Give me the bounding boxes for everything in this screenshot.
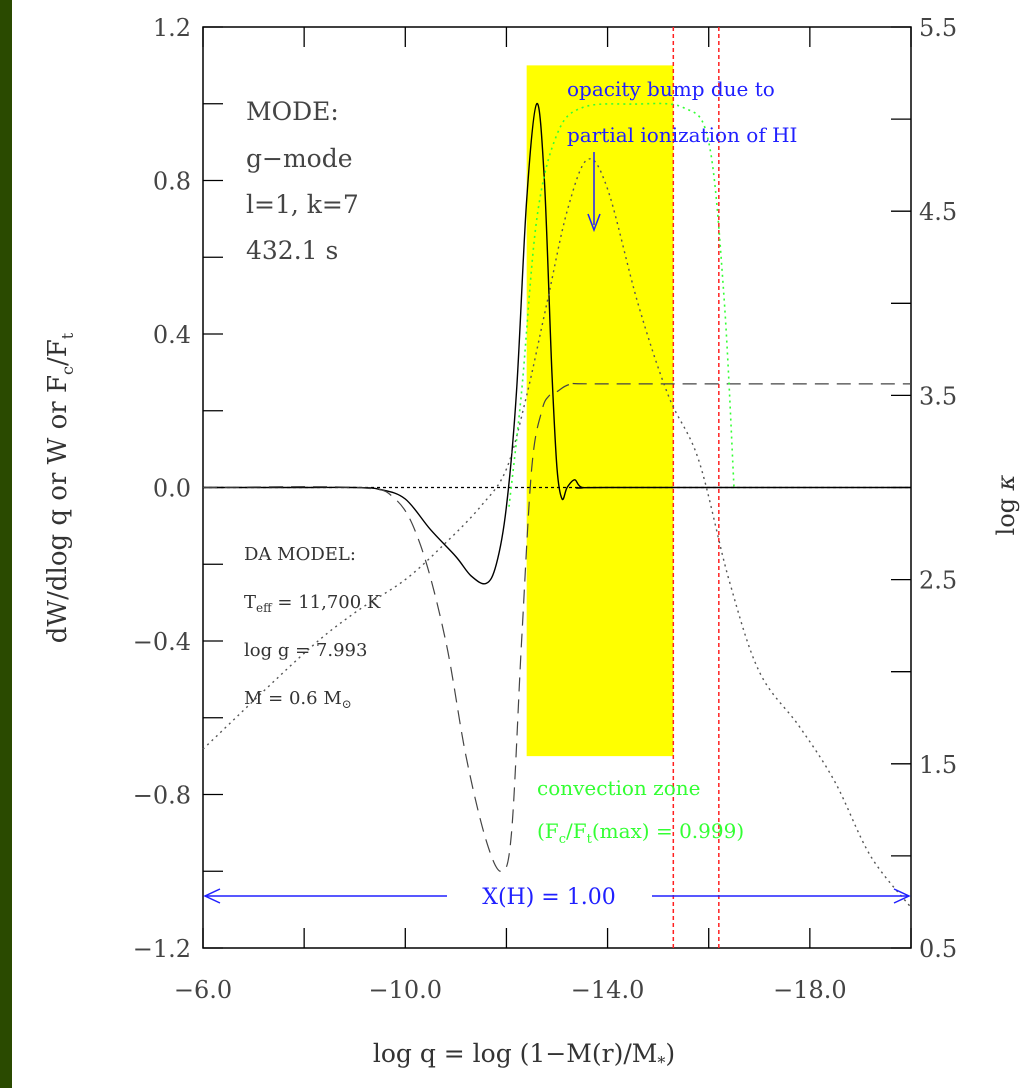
- y2-tick-label: 2.5: [919, 567, 957, 595]
- model-text: DA MODEL: Teff = 11,700 K log g = 7.993 …: [244, 544, 381, 711]
- series-solid-line: [202, 102, 911, 585]
- x-tick-label: −14.0: [571, 976, 645, 1004]
- model-teff: Teff = 11,700 K: [244, 592, 381, 615]
- series-group: [202, 102, 912, 908]
- mode-line-2: l=1, k=7: [246, 190, 359, 219]
- hydrogen-arrowhead-right: [893, 888, 911, 904]
- x-tick-label: −18.0: [773, 976, 847, 1004]
- opacity-line-0: opacity bump due to: [567, 77, 775, 101]
- mode-line-1: g−mode: [246, 144, 353, 173]
- y-tick-label: −0.4: [133, 628, 191, 656]
- series-convective-flux-line: [508, 102, 735, 507]
- chart-svg: −6.0 −10.0 −14.0 −18.0 1.2 0.8 0.4 0.0 −0.4 −0.8 −…: [43, 14, 1020, 1072]
- y-tick-label: 0.0: [153, 475, 191, 503]
- series-dashed-line: [202, 382, 911, 872]
- axis-ticks: [202, 26, 912, 949]
- hydrogen-annotation: X(H) = 1.00: [203, 885, 911, 910]
- opacity-annotation: opacity bump due to partial ionization o…: [567, 77, 797, 233]
- convection-annotation: convection zone (Fc/Ft(max) = 0.999): [537, 776, 744, 847]
- y2-tick-label: 0.5: [919, 935, 957, 963]
- x-axis-label: log q = log (1−M(r)/M*): [373, 1039, 675, 1072]
- y2-tick-label: 1.5: [919, 751, 957, 779]
- y2-tick-label: 3.5: [919, 382, 957, 410]
- x-tick-label: −10.0: [369, 976, 443, 1004]
- convection-zone-region: [526, 65, 674, 757]
- chart-frame: −6.0 −10.0 −14.0 −18.0 1.2 0.8 0.4 0.0 −0.4 −0.8 −…: [12, 0, 1024, 1088]
- y2-axis-label: log κ: [992, 474, 1020, 535]
- model-title: DA MODEL:: [244, 544, 356, 565]
- y2-tick-label: 4.5: [919, 198, 957, 226]
- opacity-line-1: partial ionization of HI: [567, 123, 797, 147]
- opacity-arrow-head: [587, 213, 601, 233]
- y-tick-label: 0.8: [153, 168, 191, 196]
- convection-label: convection zone: [537, 776, 700, 800]
- model-mass: M = 0.6 M⊙: [244, 688, 352, 711]
- mode-text: MODE: g−mode l=1, k=7 432.1 s: [246, 97, 359, 265]
- y2-tick-label: 5.5: [919, 14, 957, 42]
- hydrogen-label: X(H) = 1.00: [482, 885, 615, 910]
- convection-value: (Fc/Ft(max) = 0.999): [537, 819, 744, 847]
- mode-line-3: 432.1 s: [246, 236, 338, 265]
- y-tick-label: 1.2: [153, 14, 191, 42]
- tick-labels: −6.0 −10.0 −14.0 −18.0 1.2 0.8 0.4 0.0 −0.4 −0.8 −…: [133, 14, 957, 1004]
- y-tick-label: 0.4: [153, 321, 191, 349]
- y-axis-label: dW/dlog q or W or Fc/Ft: [43, 332, 77, 643]
- x-tick-label: −6.0: [174, 976, 232, 1004]
- hydrogen-arrowhead-left: [203, 888, 221, 904]
- y-tick-label: −1.2: [133, 935, 191, 963]
- y-tick-label: −0.8: [133, 782, 191, 810]
- series-opacity-dotted-line: [202, 158, 912, 908]
- model-logg: log g = 7.993: [244, 640, 367, 661]
- mode-line-0: MODE:: [246, 97, 339, 126]
